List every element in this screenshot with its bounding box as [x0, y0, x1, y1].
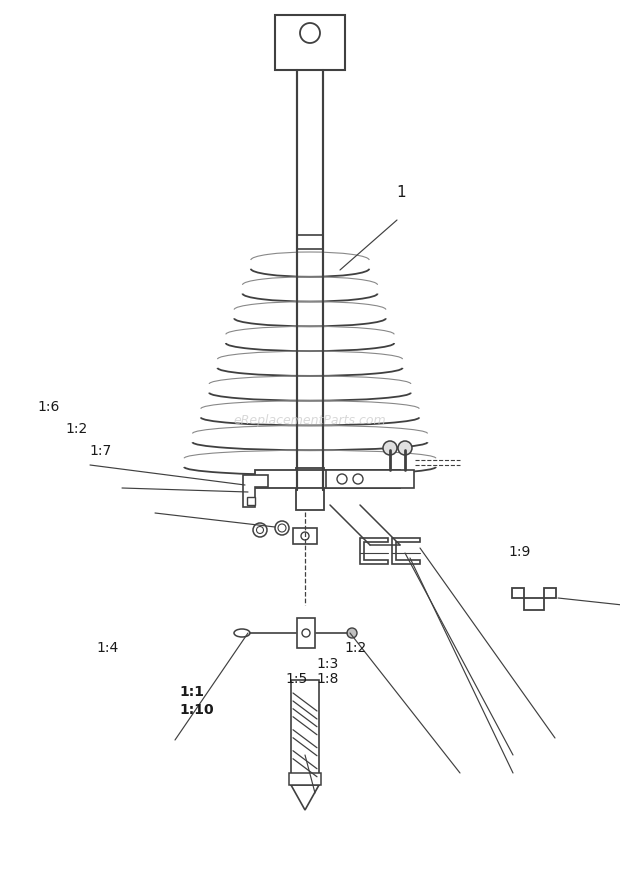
Circle shape — [353, 474, 363, 484]
Bar — [291, 680, 319, 785]
Text: 1:3: 1:3 — [316, 657, 339, 671]
Text: 1:8: 1:8 — [316, 672, 339, 686]
Text: eReplacementParts.com: eReplacementParts.com — [234, 414, 386, 427]
Polygon shape — [243, 475, 268, 507]
Circle shape — [257, 526, 264, 533]
Text: 1:7: 1:7 — [90, 444, 112, 458]
Bar — [297, 618, 315, 648]
Bar — [255, 470, 400, 488]
Polygon shape — [392, 538, 420, 564]
Bar — [293, 528, 317, 544]
Polygon shape — [360, 538, 388, 564]
Polygon shape — [291, 785, 319, 810]
Polygon shape — [512, 588, 556, 610]
Bar — [296, 468, 324, 510]
Text: 1:9: 1:9 — [508, 545, 531, 559]
Circle shape — [383, 441, 397, 455]
Text: 1:4: 1:4 — [96, 641, 118, 655]
Circle shape — [300, 23, 320, 43]
Circle shape — [337, 474, 347, 484]
Ellipse shape — [234, 629, 250, 637]
Circle shape — [398, 441, 412, 455]
Bar — [289, 773, 321, 785]
Text: 1:2: 1:2 — [65, 422, 87, 436]
Circle shape — [302, 629, 310, 637]
Circle shape — [253, 523, 267, 537]
Text: 1:1: 1:1 — [180, 685, 205, 699]
Text: 1:2: 1:2 — [344, 641, 366, 655]
Text: 1:5: 1:5 — [285, 672, 308, 686]
Text: 1:10: 1:10 — [180, 703, 215, 717]
Bar — [297, 235, 323, 249]
Bar — [326, 470, 414, 488]
Bar — [247, 497, 255, 505]
Circle shape — [347, 628, 357, 638]
Bar — [275, 15, 345, 70]
Circle shape — [301, 532, 309, 540]
Text: 1: 1 — [397, 185, 407, 201]
Circle shape — [278, 524, 286, 532]
Text: 1:6: 1:6 — [37, 400, 60, 414]
Circle shape — [275, 521, 289, 535]
